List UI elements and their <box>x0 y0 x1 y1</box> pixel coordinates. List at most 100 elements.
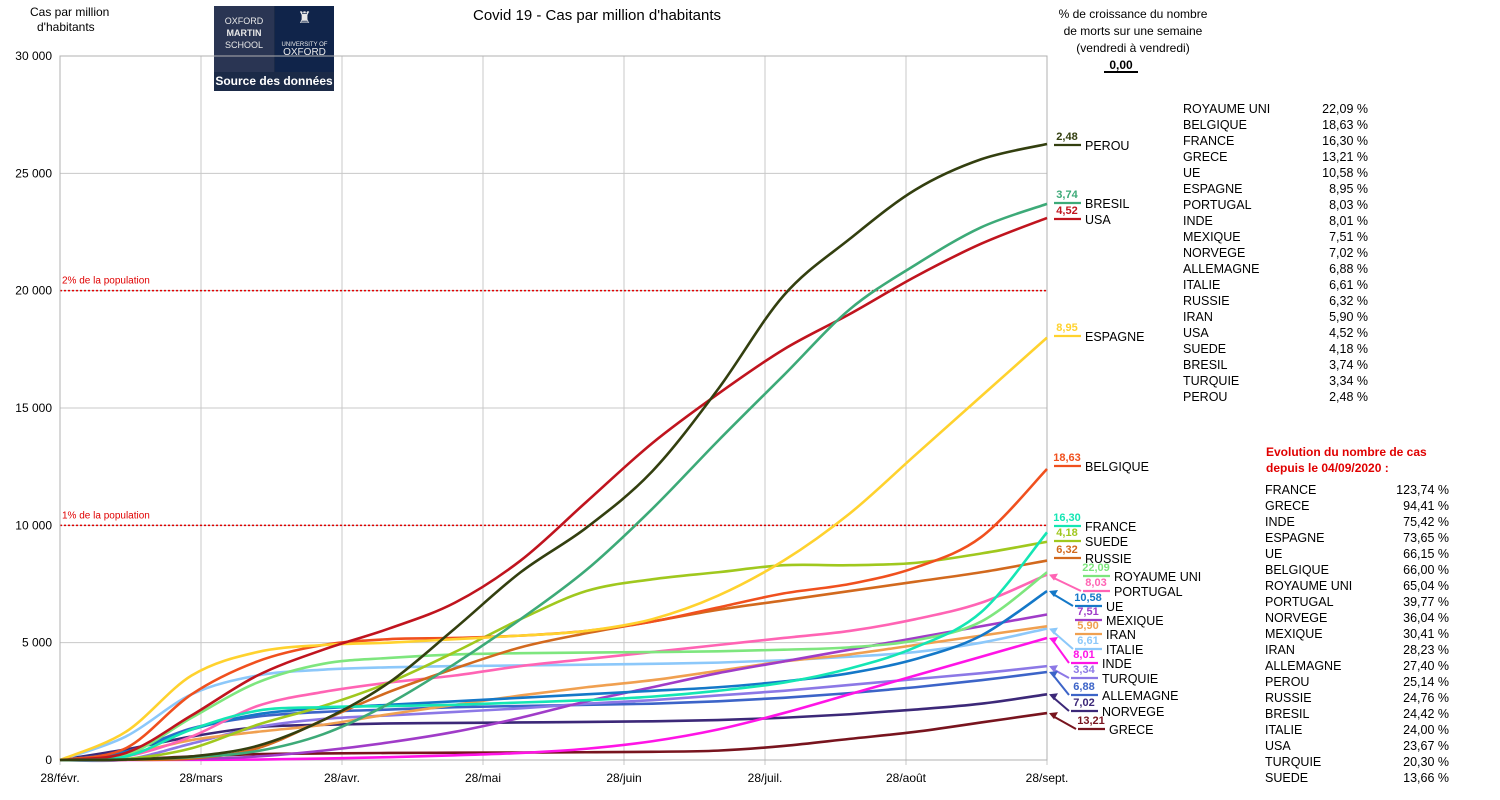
series-label-suede: 4,18 SUEDE <box>1054 527 1128 549</box>
leader-arrow-head <box>1049 590 1058 598</box>
growth-value: 7,02 <box>1073 697 1094 709</box>
series-name: GRECE <box>1109 723 1153 737</box>
series-label-inde: 8,01 INDE <box>1049 636 1132 671</box>
row-country: SUEDE <box>1265 771 1309 785</box>
row-value: 13,66 % <box>1403 771 1449 785</box>
row-country: ESPAGNE <box>1183 182 1243 196</box>
leader-arrow-head <box>1049 627 1058 635</box>
table-row: PORTUGAL 39,77 % <box>1265 594 1449 610</box>
row-value: 18,63 % <box>1322 118 1368 132</box>
row-country: TURQUIE <box>1265 755 1322 769</box>
growth-value: 3,34 <box>1073 664 1095 676</box>
series-line-bresil <box>59 202 1048 762</box>
table-row: RUSSIE 24,76 % <box>1265 690 1449 706</box>
series-label-russie: 6,32 RUSSIE <box>1054 544 1132 566</box>
table-row: IRAN 28,23 % <box>1265 642 1449 658</box>
table-row: ALLEMAGNE 27,40 % <box>1265 658 1449 674</box>
table-row: NORVEGE 7,02 % <box>1183 245 1368 261</box>
y-tick-label: 25 000 <box>15 166 52 180</box>
series-line-portugal <box>59 573 1048 762</box>
row-country: ROYAUME UNI <box>1183 102 1271 116</box>
oxford-logo[interactable]: OXFORD MARTIN SCHOOL ♜ UNIVERSITY OF OXF… <box>214 6 334 91</box>
table-row: ALLEMAGNE 6,88 % <box>1183 261 1368 277</box>
row-country: FRANCE <box>1265 483 1317 497</box>
table-row: TURQUIE 20,30 % <box>1265 754 1449 770</box>
table-row: ITALIE 24,00 % <box>1265 722 1449 738</box>
evolution-table: FRANCE 123,74 % GRECE 94,41 % INDE 75,42 % ESP… <box>1265 482 1449 786</box>
row-value: 6,88 % <box>1329 262 1368 276</box>
table-row: ESPAGNE 73,65 % <box>1265 530 1449 546</box>
leader-arrow-head <box>1049 693 1058 701</box>
table-row: INDE 75,42 % <box>1265 514 1449 530</box>
series-label-perou: 2,48 PEROU <box>1054 131 1129 153</box>
row-country: USA <box>1183 326 1209 340</box>
table-row: GRECE 94,41 % <box>1265 498 1449 514</box>
row-value: 24,42 % <box>1403 707 1449 721</box>
row-value: 123,74 % <box>1396 483 1449 497</box>
x-tick-label: 28/juil. <box>748 771 783 785</box>
series-name: ESPAGNE <box>1085 330 1145 344</box>
row-country: GRECE <box>1265 499 1310 513</box>
logo-line-1: OXFORD <box>224 16 264 26</box>
row-value: 36,04 % <box>1403 611 1449 625</box>
series-line-inde <box>59 636 1048 762</box>
growth-value: 5,90 <box>1077 620 1098 632</box>
leader-arrow <box>1052 593 1074 607</box>
ylabel-line-1: Cas par million <box>30 5 109 19</box>
row-country: UE <box>1265 547 1283 561</box>
table-row: SUEDE 13,66 % <box>1265 770 1449 786</box>
university-of-oxford-panel: ♜ UNIVERSITY OF OXFORD <box>275 6 334 72</box>
row-country: MEXIQUE <box>1265 627 1323 641</box>
row-country: GRECE <box>1183 150 1228 164</box>
series-name: SUEDE <box>1085 535 1128 549</box>
leader-arrow-head <box>1049 573 1058 581</box>
table-row: NORVEGE 36,04 % <box>1265 610 1449 626</box>
series-label-royaume-uni: 22,09 ROYAUME UNI <box>1082 562 1201 584</box>
axes: 0 5 000 10 000 15 000 20 000 25 000 30 000 28/f… <box>15 49 1068 785</box>
row-country: PEROU <box>1183 390 1228 404</box>
row-value: 24,76 % <box>1403 691 1449 705</box>
row-value: 20,30 % <box>1403 755 1449 769</box>
evolution-title-line-1: Evolution du nombre de cas <box>1266 445 1427 459</box>
threshold-label: 2% de la population <box>62 276 150 287</box>
row-country: ALLEMAGNE <box>1265 659 1342 673</box>
table-row: TURQUIE 3,34 % <box>1183 373 1368 389</box>
growth-value: 4,18 <box>1056 527 1077 539</box>
row-country: ITALIE <box>1265 723 1303 737</box>
row-country: MEXIQUE <box>1183 230 1241 244</box>
growth-header-line-1: % de croissance du nombre <box>1059 7 1208 21</box>
table-row: RUSSIE 6,32 % <box>1183 293 1368 309</box>
leader-arrow-head <box>1049 636 1058 644</box>
row-value: 3,34 % <box>1329 374 1368 388</box>
series-label-allemagne: 6,88 ALLEMAGNE <box>1049 671 1178 703</box>
row-value: 73,65 % <box>1403 531 1449 545</box>
row-country: INDE <box>1183 214 1213 228</box>
series-label-italie: 6,61 ITALIE <box>1049 627 1143 657</box>
x-tick-label: 28/juin <box>606 771 641 785</box>
x-tick-label: 28/sept. <box>1026 771 1069 785</box>
row-country: PORTUGAL <box>1265 595 1334 609</box>
series-name: FRANCE <box>1085 520 1136 534</box>
source-label: Source des données <box>215 74 333 88</box>
series-labels: 2,48 PEROU 3,74 BRESIL 4,52 USA 8,95 ESPAGNE 18,… <box>1049 131 1201 737</box>
table-row: FRANCE 16,30 % <box>1183 133 1368 149</box>
row-country: TURQUIE <box>1183 374 1240 388</box>
series-label-grece: 13,21 GRECE <box>1049 712 1153 737</box>
table-row: GRECE 13,21 % <box>1183 149 1368 165</box>
row-value: 13,21 % <box>1322 150 1368 164</box>
chart-title: Covid 19 - Cas par million d'habitants <box>473 7 721 24</box>
growth-value: 8,03 <box>1085 577 1106 589</box>
series-label-espagne: 8,95 ESPAGNE <box>1054 322 1145 344</box>
table-row: MEXIQUE 7,51 % <box>1183 229 1368 245</box>
series-name: ITALIE <box>1106 643 1143 657</box>
leader-arrow <box>1052 576 1082 592</box>
growth-value: 22,09 <box>1082 562 1110 574</box>
growth-value: 18,63 <box>1053 452 1081 464</box>
row-value: 7,51 % <box>1329 230 1368 244</box>
row-country: BELGIQUE <box>1183 118 1247 132</box>
table-row: BRESIL 3,74 % <box>1183 357 1368 373</box>
threshold-lines: 2% de la population 1% de la population <box>60 276 1047 527</box>
table-row: ESPAGNE 8,95 % <box>1183 181 1368 197</box>
growth-header-line-3: (vendredi à vendredi) <box>1076 41 1189 55</box>
series-label-france: 16,30 FRANCE <box>1053 512 1136 534</box>
